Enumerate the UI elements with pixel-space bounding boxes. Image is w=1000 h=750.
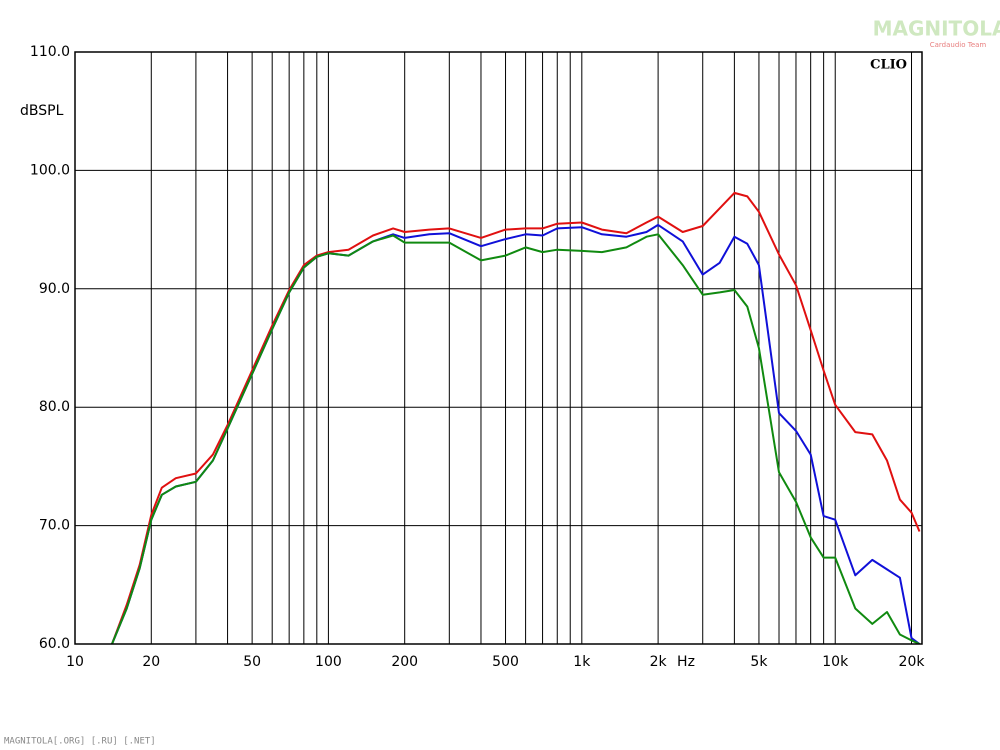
- brand: CLIO: [870, 58, 907, 73]
- y-tick-label: 100.0: [30, 162, 70, 178]
- x-axis-unit: Hz: [677, 654, 695, 670]
- plot-frame: [74, 51, 923, 645]
- x-tick-label: 20k: [899, 654, 926, 670]
- y-axis-label: dBSPL: [20, 103, 64, 119]
- y-tick-label: 90.0: [39, 281, 70, 297]
- watermark: MAGNITOLA: [873, 17, 1000, 41]
- x-tick-label: 100: [315, 654, 342, 670]
- x-tick-label: 50: [243, 654, 261, 670]
- x-tick-label: 5k: [750, 654, 768, 670]
- x-tick-label: 1k: [573, 654, 591, 670]
- x-tick-label: 200: [391, 654, 418, 670]
- x-tick-label: 10k: [822, 654, 849, 670]
- x-tick-label: 500: [492, 654, 519, 670]
- y-tick-label: 110.0: [30, 44, 70, 60]
- footer: MAGNITOLA[.ORG] [.RU] [.NET]: [4, 737, 156, 747]
- x-tick-label: 20: [142, 654, 160, 670]
- x-tick-label: 2k: [650, 654, 668, 670]
- y-tick-label: 80.0: [39, 399, 70, 415]
- series-line: [111, 233, 920, 644]
- series-line: [111, 191, 921, 644]
- y-tick-label: 70.0: [39, 518, 70, 534]
- y-tick-label: 60.0: [39, 636, 70, 652]
- x-tick-label: 10: [66, 654, 84, 670]
- watermark-sub: Cardaudio Team: [930, 41, 987, 49]
